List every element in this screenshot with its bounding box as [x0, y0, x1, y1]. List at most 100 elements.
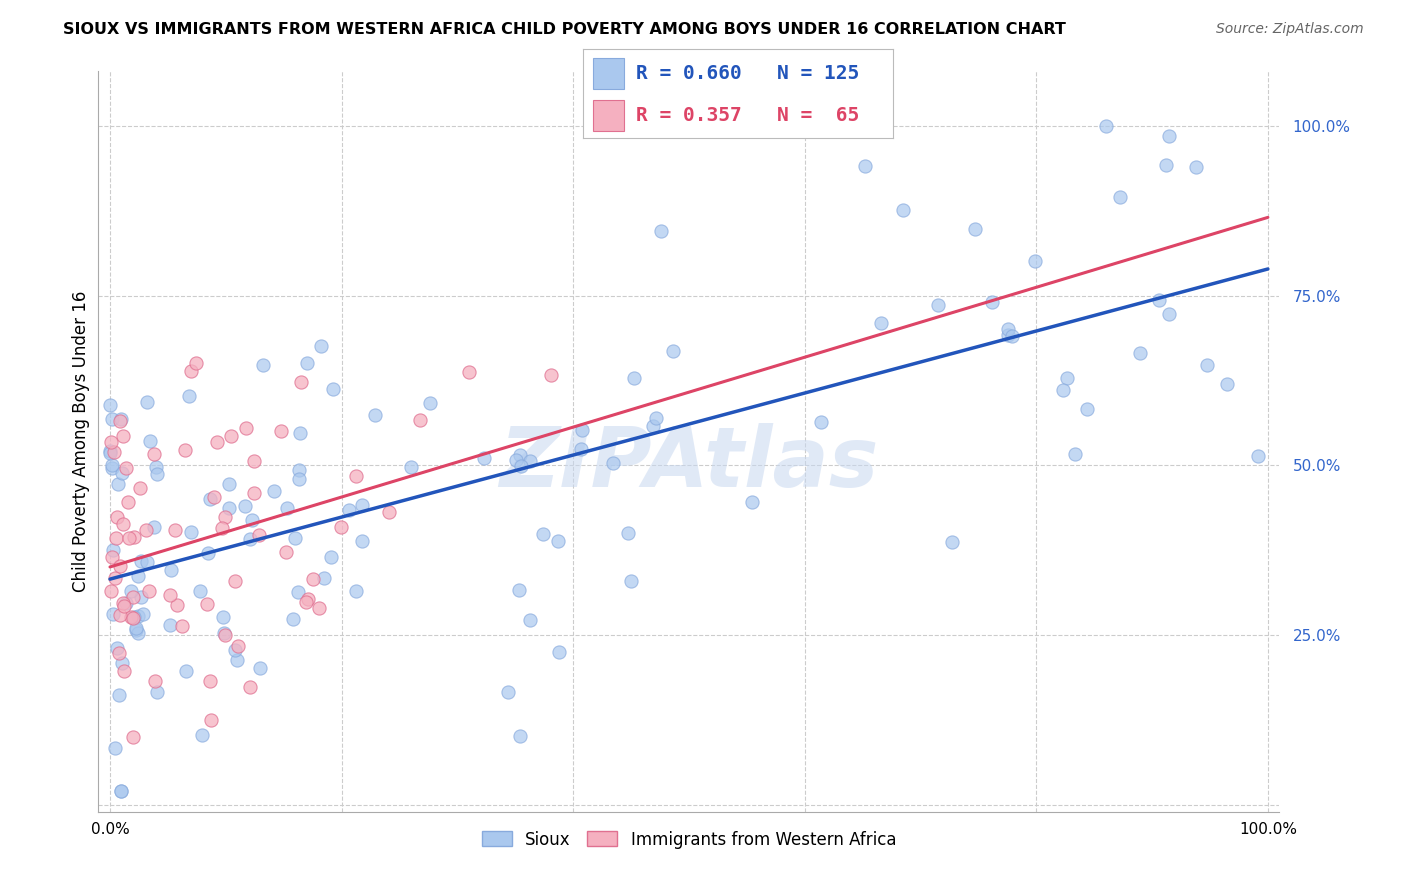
Point [226, 652, 249, 666]
Point [344, 468, 367, 483]
Point [159, 589, 181, 603]
Point [287, 472, 309, 486]
Point [927, 298, 949, 312]
Point [143, 674, 166, 689]
Point [508, 448, 530, 462]
Point [243, 454, 266, 468]
Point [108, 688, 131, 702]
Point [107, 477, 129, 491]
Point [508, 583, 530, 598]
Point [112, 664, 135, 678]
Point [184, 356, 207, 370]
Point [142, 447, 165, 461]
Point [276, 500, 298, 515]
Point [146, 684, 169, 698]
Point [166, 599, 188, 613]
Point [146, 467, 169, 482]
Point [122, 610, 145, 624]
Point [295, 594, 318, 608]
Point [132, 607, 155, 622]
Point [252, 359, 274, 373]
Point [1159, 307, 1181, 321]
Point [98, 446, 121, 460]
Point [620, 574, 643, 588]
Point [218, 477, 240, 491]
Point [214, 510, 236, 524]
Point [111, 656, 134, 670]
Point [104, 740, 127, 755]
Point [115, 461, 138, 475]
Point [108, 608, 131, 623]
Point [399, 459, 422, 474]
Point [290, 375, 312, 389]
Point [1109, 190, 1132, 204]
Point [191, 728, 214, 742]
Point [136, 394, 159, 409]
Point [1052, 383, 1074, 397]
Text: SIOUX VS IMMIGRANTS FROM WESTERN AFRICA CHILD POVERTY AMONG BOYS UNDER 16 CORREL: SIOUX VS IMMIGRANTS FROM WESTERN AFRICA … [63, 22, 1066, 37]
Point [364, 409, 387, 423]
Point [103, 607, 125, 621]
Point [111, 429, 134, 443]
Point [263, 484, 285, 499]
Point [284, 531, 307, 545]
Point [650, 224, 672, 238]
Bar [593, 58, 624, 89]
Text: R = 0.357   N =  65: R = 0.357 N = 65 [636, 105, 859, 125]
Point [104, 571, 127, 585]
Point [997, 322, 1019, 336]
Point [643, 419, 665, 434]
Point [105, 641, 128, 656]
Legend: Sioux, Immigrants from Western Africa: Sioux, Immigrants from Western Africa [475, 824, 903, 855]
Point [159, 618, 181, 632]
Point [125, 621, 148, 635]
Point [211, 521, 233, 535]
Point [98, 397, 121, 411]
Point [212, 626, 235, 640]
Point [177, 389, 200, 403]
Text: R = 0.660   N = 125: R = 0.660 N = 125 [636, 64, 859, 83]
Point [891, 203, 914, 218]
Point [118, 531, 141, 545]
Bar [593, 100, 624, 131]
Text: Source: ZipAtlas.com: Source: ZipAtlas.com [1216, 22, 1364, 37]
Point [941, 535, 963, 549]
Point [145, 460, 167, 475]
Point [100, 584, 122, 599]
Point [295, 356, 318, 370]
Point [302, 572, 325, 586]
Point [180, 364, 202, 378]
Point [496, 685, 519, 699]
Point [207, 435, 229, 450]
Point [160, 562, 183, 576]
Point [129, 554, 152, 568]
Point [548, 645, 571, 659]
Point [281, 612, 304, 626]
Point [419, 396, 441, 410]
Point [963, 222, 986, 236]
Point [127, 569, 149, 583]
Point [174, 664, 197, 678]
Point [474, 450, 496, 465]
Point [243, 485, 266, 500]
Point [409, 413, 432, 427]
Point [1216, 376, 1239, 391]
Point [509, 459, 531, 474]
Point [239, 532, 262, 546]
Point [218, 500, 240, 515]
Point [170, 618, 193, 632]
Point [108, 559, 131, 574]
Point [240, 513, 263, 527]
Point [314, 571, 336, 585]
Point [1156, 158, 1178, 172]
Point [108, 413, 131, 427]
Point [173, 443, 195, 458]
Point [644, 411, 666, 425]
Point [198, 491, 221, 506]
Point [127, 609, 149, 624]
Point [195, 597, 218, 611]
Point [249, 661, 271, 675]
Point [1247, 449, 1270, 463]
Point [1195, 358, 1218, 372]
Point [112, 596, 135, 610]
